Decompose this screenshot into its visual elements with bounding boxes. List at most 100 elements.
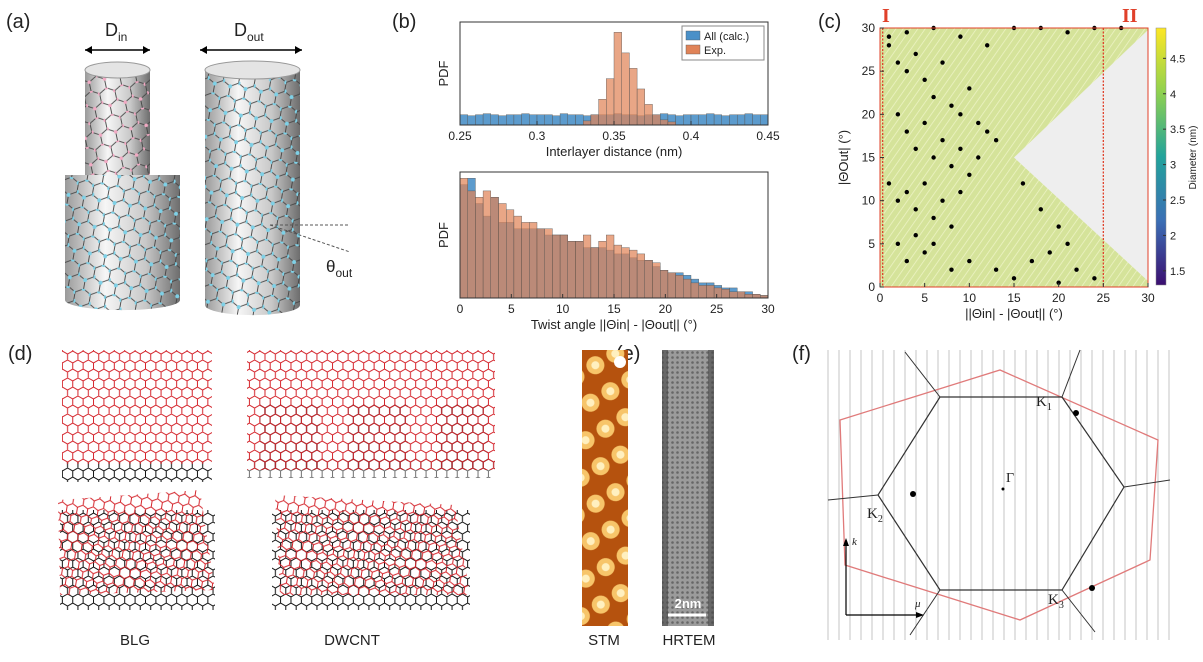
- symbol: K: [1036, 394, 1047, 410]
- legend-label: All (calc.): [704, 31, 749, 43]
- subscript: in: [118, 30, 127, 44]
- bar: [475, 114, 484, 126]
- bar: [544, 114, 553, 126]
- point: [913, 51, 918, 57]
- lattice-twisted: [58, 490, 215, 595]
- bar: [752, 294, 761, 299]
- bar: [521, 113, 530, 126]
- bar: [644, 104, 653, 126]
- bar: [590, 114, 599, 126]
- x-tick-label: 5: [508, 302, 515, 316]
- x-tick-label: 0.45: [756, 129, 780, 143]
- panel-label: (c): [818, 11, 841, 33]
- bar: [698, 285, 707, 299]
- x-tick-label: 0: [877, 291, 884, 305]
- bar: [482, 113, 492, 126]
- d-out-label: Dout: [234, 20, 264, 44]
- colorbar-tick-label: 3.5: [1170, 124, 1185, 136]
- point: [949, 163, 954, 169]
- legend-swatch: [685, 30, 701, 41]
- subscript: out: [247, 30, 264, 44]
- point: [958, 112, 963, 117]
- point: [949, 224, 954, 229]
- x-tick-label: 15: [1007, 291, 1021, 305]
- point: [976, 120, 981, 126]
- point: [976, 155, 981, 160]
- y-tick-label: 15: [862, 151, 876, 165]
- colorbar-tick-label: 2: [1170, 230, 1176, 242]
- x-tick-label: 5: [921, 291, 928, 305]
- colorbar-tick-label: 4: [1170, 89, 1176, 101]
- axes-arrows: [845, 540, 922, 616]
- y-tick-label: 5: [868, 237, 875, 251]
- bar: [629, 249, 638, 299]
- bar: [521, 222, 530, 299]
- x-tick-label: 0.35: [602, 129, 626, 143]
- bar: [660, 270, 669, 299]
- y-tick-label: 10: [862, 194, 876, 208]
- tube-wall: [662, 350, 668, 626]
- point: [1011, 276, 1017, 281]
- d-in-label: Din: [105, 20, 127, 44]
- gamma-label: Γ: [1006, 471, 1014, 486]
- bar: [583, 234, 592, 299]
- bar: [498, 115, 507, 126]
- k-point: [1089, 585, 1095, 591]
- point: [1092, 276, 1097, 281]
- point: [895, 60, 901, 65]
- point: [886, 43, 892, 48]
- point: [931, 215, 936, 221]
- subscript: 1: [1047, 402, 1052, 413]
- point: [904, 68, 909, 74]
- point: [904, 129, 909, 134]
- bar: [729, 291, 738, 299]
- point: [985, 43, 990, 48]
- point: [1074, 267, 1079, 272]
- x-tick-label: 0.25: [448, 129, 472, 143]
- point: [985, 129, 990, 134]
- bar: [729, 114, 738, 126]
- scale-label: 2nm: [675, 596, 702, 611]
- point: [958, 34, 963, 39]
- k-point: [910, 491, 916, 497]
- colorbar-tick-label: 2.5: [1170, 195, 1185, 207]
- bz-edges: [827, 349, 1171, 636]
- y-tick-label: 25: [862, 64, 876, 78]
- point: [895, 112, 901, 117]
- colorbar-label: Diameter (nm): [1188, 126, 1199, 190]
- point: [967, 86, 972, 91]
- bar: [583, 120, 592, 126]
- bar: [652, 262, 661, 299]
- point: [1020, 181, 1026, 186]
- x-axis-label: ||Θin| - |Θout|| (°): [965, 306, 1063, 321]
- bar: [698, 114, 707, 126]
- panel-label: (a): [6, 11, 30, 33]
- theta-label: θout: [326, 257, 353, 280]
- point: [993, 267, 999, 272]
- x-axis-label: Interlayer distance (nm): [546, 144, 683, 159]
- x-tick-label: 20: [659, 302, 673, 316]
- y-axis-label: |ΘOut| (°): [836, 130, 851, 185]
- bar: [737, 291, 746, 299]
- bar: [706, 113, 715, 126]
- point: [1038, 207, 1044, 212]
- bar: [636, 253, 645, 299]
- bar: [482, 190, 492, 299]
- k-axis-label: k: [852, 536, 858, 548]
- bar: [683, 278, 692, 299]
- bar: [621, 52, 630, 126]
- lattice-top: [247, 350, 495, 470]
- bar: [536, 228, 545, 299]
- tube-wall: [708, 350, 714, 626]
- k1-label: K1: [1036, 394, 1052, 413]
- region-label: I: [882, 5, 890, 27]
- bar: [752, 114, 761, 126]
- bar: [475, 196, 484, 299]
- panel-label: (d): [8, 343, 32, 365]
- point: [1056, 224, 1061, 229]
- bar: [606, 234, 615, 299]
- y-tick-label: 0: [868, 280, 875, 294]
- caption: DWCNT: [324, 632, 380, 649]
- bar: [636, 88, 645, 126]
- panel-e: (e) 2nm STM HRTEM: [582, 343, 716, 649]
